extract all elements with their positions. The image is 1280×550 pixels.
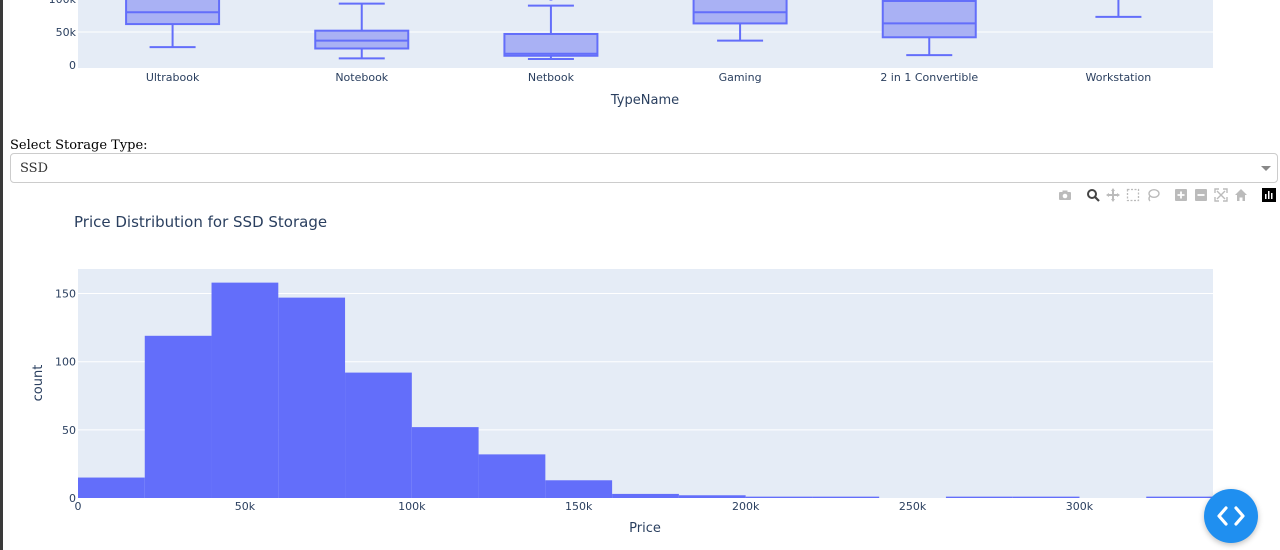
box-body: [503, 32, 599, 57]
histogram-x-tick-label: 200k: [732, 500, 760, 513]
histogram-y-axis-title: count: [31, 365, 46, 402]
box-outlier-point: [549, 0, 553, 1]
autoscale-icon[interactable]: [1212, 186, 1230, 204]
boxplot-x-tick-label: Ultrabook: [146, 71, 200, 84]
histogram-x-tick-label: 300k: [1066, 500, 1094, 513]
box-gaming[interactable]: [692, 0, 788, 42]
box-body: [881, 0, 977, 39]
histogram-bar[interactable]: [144, 335, 212, 498]
histogram-bar[interactable]: [411, 427, 479, 498]
histogram-bar[interactable]: [278, 297, 346, 498]
histogram-x-tick-label: 250k: [899, 500, 927, 513]
boxplot-plot-area: [78, 0, 1213, 70]
histogram-x-tick-label: 150k: [565, 500, 593, 513]
code-icon: [1217, 506, 1245, 526]
chevron-down-icon[interactable]: [1261, 166, 1271, 171]
plot-modebar: [1056, 186, 1280, 204]
histogram-bar[interactable]: [1146, 496, 1213, 498]
pan-icon[interactable]: [1104, 186, 1122, 204]
storage-type-dropdown[interactable]: SSD: [10, 153, 1278, 183]
box-2-in-1-convertible[interactable]: [881, 0, 977, 57]
histogram-x-tick-label: 100k: [398, 500, 426, 513]
storage-type-label: Select Storage Type:: [10, 138, 148, 153]
lasso-icon[interactable]: [1144, 186, 1162, 204]
plotly-logo-icon[interactable]: [1260, 186, 1278, 204]
histogram-y-tick-label: 50: [62, 424, 76, 437]
boxplot-x-tick-label: Notebook: [335, 71, 388, 84]
left-border: [0, 0, 3, 550]
histogram-x-axis-title: Price: [629, 521, 661, 536]
boxplot-x-tick-label: Gaming: [719, 71, 762, 84]
histogram-bar[interactable]: [478, 454, 546, 498]
histogram-bar[interactable]: [612, 493, 679, 498]
boxplot-x-axis-title: TypeName: [610, 93, 679, 108]
storage-type-selected-value: SSD: [20, 161, 49, 176]
histogram-bar[interactable]: [545, 480, 613, 498]
zoom-icon[interactable]: [1084, 186, 1102, 204]
box-ultrabook[interactable]: [125, 0, 221, 49]
box-select-icon[interactable]: [1124, 186, 1142, 204]
boxplot-x-tick-label: Netbook: [528, 71, 575, 84]
histogram-bar[interactable]: [211, 282, 279, 498]
histogram-bar[interactable]: [812, 496, 880, 498]
histogram-bar[interactable]: [678, 495, 746, 498]
boxplot-x-tick-label: Workstation: [1086, 71, 1152, 84]
histogram-y-tick-label: 0: [69, 492, 76, 505]
code-toggle-button[interactable]: [1204, 489, 1258, 543]
box-notebook[interactable]: [314, 0, 410, 60]
histogram-y-tick-label: 150: [55, 288, 76, 301]
reset-axes-icon[interactable]: [1232, 186, 1250, 204]
zoom-in-icon[interactable]: [1172, 186, 1190, 204]
boxplot-y-tick-label: 50k: [56, 26, 77, 39]
box-workstation[interactable]: [1072, 0, 1165, 18]
histogram-bar[interactable]: [1012, 496, 1080, 498]
histogram-x-tick-label: 0: [75, 500, 82, 513]
camera-icon[interactable]: [1056, 186, 1074, 204]
histogram-chart[interactable]: Price Distribution for SSD Storage 0 50 10…: [0, 200, 1280, 550]
histogram-bar[interactable]: [78, 477, 145, 498]
zoom-out-icon[interactable]: [1192, 186, 1210, 204]
histogram-x-tick-label: 50k: [235, 500, 256, 513]
histogram-y-tick-label: 100: [55, 356, 76, 369]
boxplot-chart[interactable]: 0 50k 100k Ultrabook Notebook Netbook Gaming 2…: [0, 0, 1280, 115]
histogram-bar[interactable]: [945, 496, 1013, 498]
boxplot-y-tick-label: 100k: [49, 0, 77, 6]
boxplot-x-tick-label: 2 in 1 Convertible: [880, 71, 978, 84]
histogram-title: Price Distribution for SSD Storage: [74, 213, 327, 231]
box-netbook[interactable]: [503, 0, 599, 61]
histogram-bar[interactable]: [345, 372, 412, 498]
boxplot-y-tick-label: 0: [69, 59, 76, 72]
histogram-bar[interactable]: [745, 496, 813, 498]
